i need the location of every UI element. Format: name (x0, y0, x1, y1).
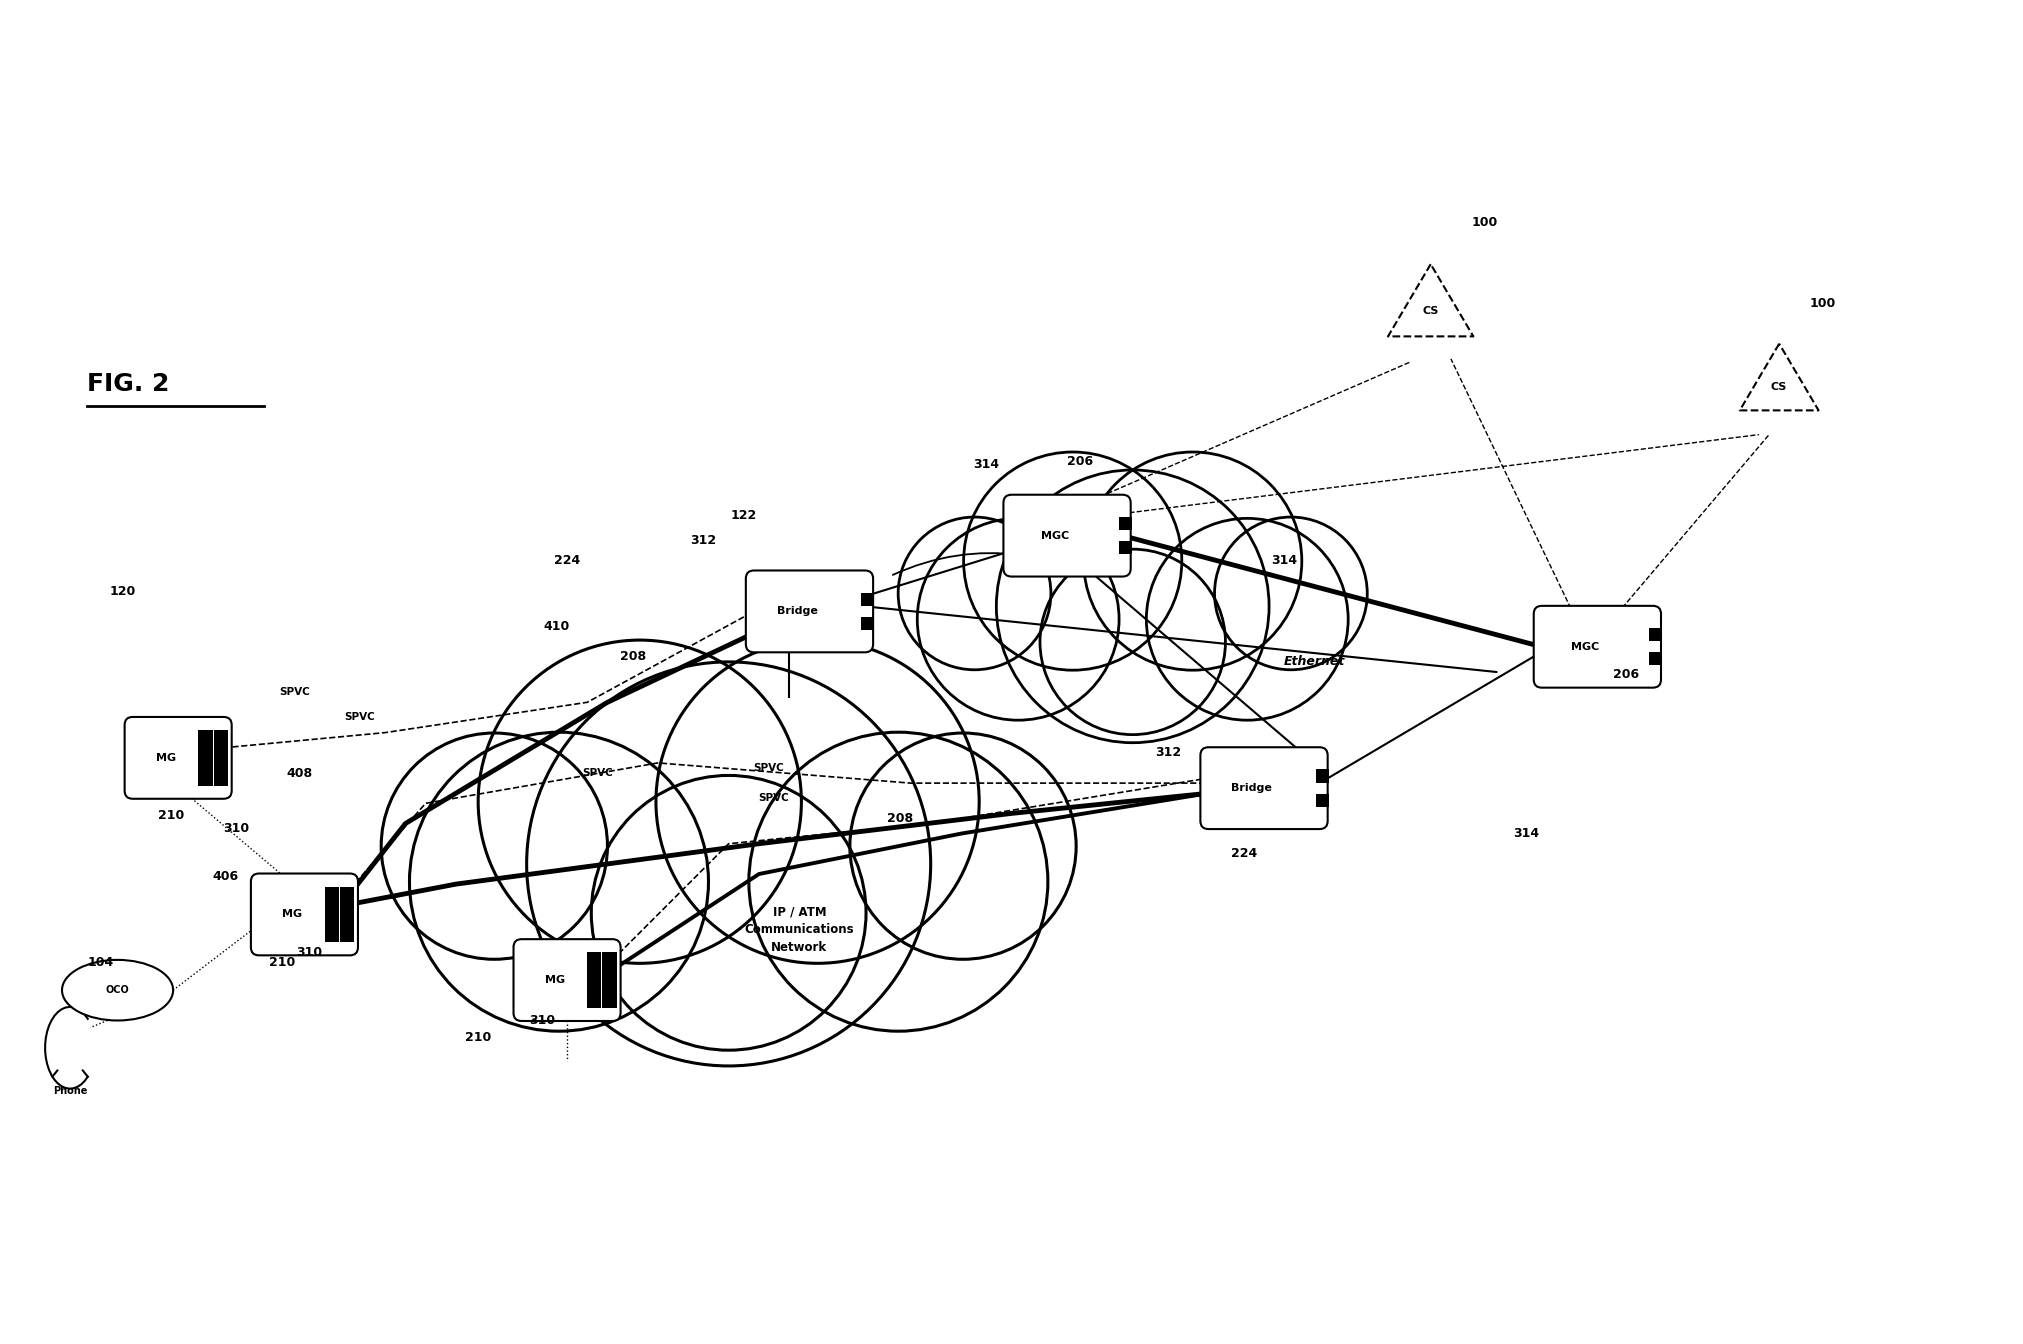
Text: CS: CS (1422, 306, 1438, 316)
FancyBboxPatch shape (251, 874, 358, 956)
Bar (1649, 652, 1663, 665)
Bar (1315, 794, 1329, 806)
Text: 310: 310 (528, 1013, 554, 1027)
FancyBboxPatch shape (1200, 747, 1327, 829)
Bar (1119, 517, 1131, 530)
Text: 206: 206 (1612, 668, 1639, 680)
Bar (862, 617, 874, 630)
Circle shape (655, 640, 979, 964)
Text: 406: 406 (212, 870, 239, 883)
Text: 122: 122 (730, 509, 757, 521)
Bar (587, 952, 601, 1008)
Text: 208: 208 (888, 812, 914, 825)
Text: 210: 210 (269, 957, 295, 969)
Text: 314: 314 (973, 458, 999, 472)
Bar (862, 593, 874, 606)
Text: 410: 410 (544, 620, 570, 633)
Circle shape (409, 732, 708, 1031)
Text: MGC: MGC (1572, 641, 1600, 652)
Circle shape (916, 519, 1119, 720)
Bar (324, 887, 338, 942)
Text: MG: MG (156, 753, 176, 763)
Circle shape (997, 470, 1268, 743)
Text: 120: 120 (109, 585, 136, 598)
Text: MG: MG (544, 976, 564, 985)
Text: 100: 100 (1809, 297, 1835, 310)
Text: 224: 224 (1230, 847, 1256, 860)
Bar (1649, 628, 1663, 641)
Bar (340, 887, 354, 942)
Text: 206: 206 (1066, 456, 1092, 469)
Circle shape (963, 452, 1181, 671)
Circle shape (850, 732, 1076, 960)
Circle shape (380, 732, 607, 960)
Text: Ethernet: Ethernet (1285, 656, 1345, 668)
Text: Phone: Phone (53, 1086, 87, 1097)
Text: 314: 314 (1270, 554, 1297, 567)
Text: CS: CS (1770, 382, 1788, 392)
Circle shape (749, 732, 1048, 1031)
Circle shape (591, 775, 866, 1050)
Text: 310: 310 (225, 823, 249, 835)
Ellipse shape (63, 960, 174, 1020)
Text: MGC: MGC (1040, 531, 1068, 540)
Text: 312: 312 (1155, 746, 1181, 759)
Text: FIG. 2: FIG. 2 (87, 372, 170, 396)
Bar (214, 730, 229, 786)
Text: 208: 208 (619, 650, 645, 664)
Text: SPVC: SPVC (583, 767, 613, 778)
Circle shape (1214, 517, 1368, 669)
Text: 210: 210 (465, 1031, 492, 1044)
Text: 314: 314 (1513, 827, 1540, 840)
Circle shape (1147, 519, 1347, 720)
Circle shape (526, 661, 931, 1066)
FancyBboxPatch shape (125, 716, 233, 798)
Text: IP / ATM
Communications
Network: IP / ATM Communications Network (744, 905, 854, 954)
Text: SPVC: SPVC (755, 763, 785, 773)
Text: 224: 224 (554, 554, 581, 567)
Text: 310: 310 (297, 946, 322, 960)
Text: Bridge: Bridge (1232, 784, 1272, 793)
Bar (603, 952, 617, 1008)
Text: 312: 312 (690, 534, 716, 547)
Text: 408: 408 (287, 766, 312, 780)
Text: MG: MG (283, 910, 301, 919)
FancyBboxPatch shape (1003, 495, 1131, 577)
Text: SPVC: SPVC (759, 793, 789, 804)
Text: 100: 100 (1471, 216, 1497, 228)
Text: 104: 104 (87, 957, 113, 969)
Text: 210: 210 (158, 809, 184, 823)
FancyBboxPatch shape (1533, 606, 1661, 688)
Circle shape (1040, 550, 1226, 735)
Bar (1119, 542, 1131, 554)
FancyBboxPatch shape (514, 939, 621, 1021)
Text: SPVC: SPVC (279, 687, 310, 698)
Circle shape (477, 640, 801, 964)
FancyBboxPatch shape (746, 570, 874, 652)
Text: SPVC: SPVC (344, 712, 376, 723)
Circle shape (1084, 452, 1303, 671)
Bar (1315, 770, 1329, 782)
Text: OCO: OCO (105, 985, 129, 995)
Circle shape (898, 517, 1050, 669)
Bar (198, 730, 212, 786)
Text: Bridge: Bridge (777, 606, 817, 617)
